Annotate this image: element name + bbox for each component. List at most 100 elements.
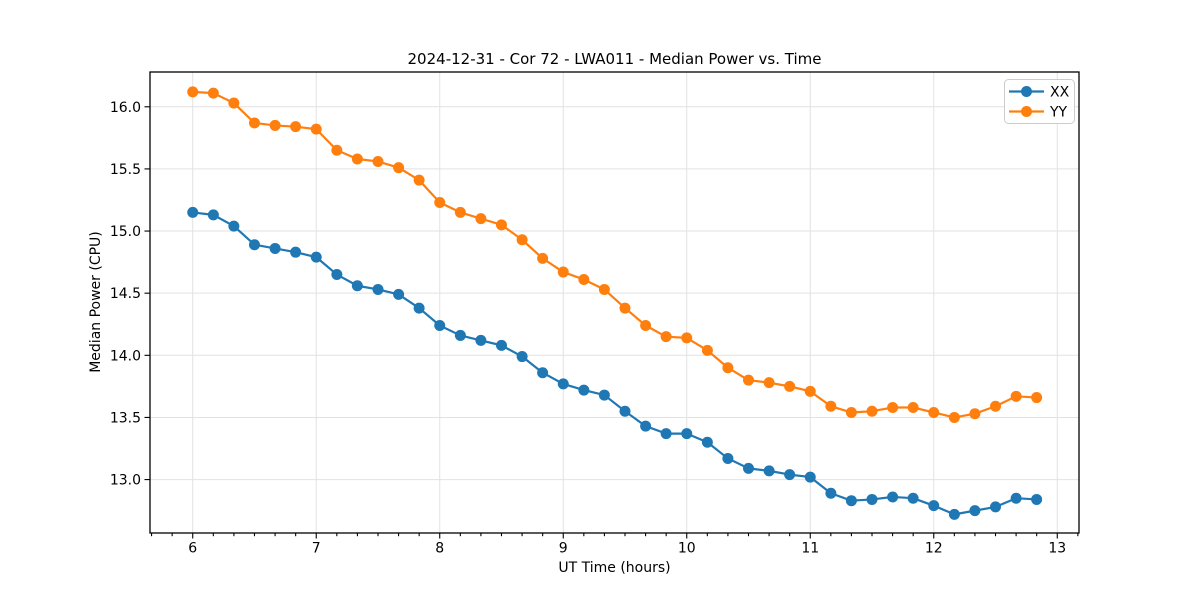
data-point-YY [804,385,816,397]
chart-title: 2024-12-31 - Cor 72 - LWA011 - Median Po… [407,50,822,68]
data-point-YY [495,219,507,231]
legend-item-XX: XX [1009,85,1070,101]
data-point-YY [475,213,487,225]
data-point-XX [393,288,405,300]
data-point-XX [434,319,446,331]
data-point-YY [578,274,590,286]
data-point-XX [248,239,260,251]
data-point-XX [187,206,199,218]
data-point-YY [722,362,734,374]
data-point-YY [1031,392,1043,404]
data-point-YY [928,406,940,418]
legend-marker [1021,86,1032,97]
data-point-YY [660,331,672,343]
x-tick-label: 8 [435,541,444,557]
x-tick-label: 11 [801,541,819,557]
y-axis-label: Median Power (CPU) [88,231,104,373]
data-point-YY [557,266,569,278]
data-point-YY [537,252,549,264]
data-point-XX [990,501,1002,513]
x-tick-label: 13 [1048,541,1066,557]
data-point-YY [845,406,857,418]
y-tick-label: 13.0 [110,473,141,489]
data-point-XX [784,469,796,481]
data-point-YY [207,87,219,99]
y-tick-label: 15.0 [110,224,141,240]
legend-marker [1021,106,1032,117]
data-point-YY [763,377,775,389]
plot-border [149,71,1080,534]
data-point-XX [845,495,857,507]
data-point-XX [372,283,384,295]
y-tick-label: 13.5 [110,410,141,426]
data-point-XX [1031,493,1043,505]
data-point-XX [475,334,487,346]
data-point-XX [804,471,816,483]
data-point-XX [557,378,569,390]
data-point-YY [372,155,384,167]
data-point-YY [269,119,281,131]
data-point-YY [331,144,343,156]
data-point-XX [495,339,507,351]
data-point-XX [722,452,734,464]
data-point-YY [887,402,899,413]
x-tick-label: 9 [559,541,568,557]
data-point-YY [907,402,919,413]
data-point-YY [351,153,363,165]
grid [150,72,1079,533]
y-tick-label: 14.5 [110,286,141,302]
data-point-XX [660,428,672,440]
data-point-XX [743,462,754,474]
y-tick-label: 14.0 [110,348,141,364]
data-point-XX [825,487,837,499]
data-point-XX [598,389,610,401]
data-point-XX [1010,492,1022,504]
data-point-XX [619,405,631,417]
data-point-XX [331,269,343,281]
data-point-YY [969,408,981,420]
data-point-YY [948,411,960,423]
x-tick-label: 12 [925,541,943,557]
data-point-XX [290,246,302,258]
data-point-XX [866,493,878,505]
data-point-YY [598,283,610,295]
data-point-XX [310,251,322,263]
data-point-YY [413,174,425,186]
data-point-YY [990,400,1002,412]
y-tick-label: 16.0 [110,100,141,116]
data-point-XX [207,209,219,221]
data-point-XX [351,280,363,292]
data-point-YY [228,97,240,109]
data-point-YY [454,206,466,218]
legend-label: XX [1050,85,1070,101]
data-point-XX [516,351,528,363]
y-tick-label: 15.5 [110,162,141,178]
data-point-XX [269,242,281,254]
data-point-XX [537,367,549,379]
data-point-XX [640,420,652,432]
data-point-YY [784,380,796,392]
data-point-XX [413,302,425,314]
data-point-XX [228,220,240,232]
x-tick-label: 10 [678,541,696,557]
data-point-YY [1010,390,1022,402]
x-tick-label: 7 [312,541,321,557]
data-point-YY [701,344,713,356]
data-point-XX [578,384,590,396]
data-point-YY [866,405,878,417]
data-point-YY [290,121,302,133]
data-point-YY [516,234,528,246]
tick-labels: 6 7 8 9 10 11 12 13 13.0 13.5 14.0 14.5 15.0 15.5 16.0 [110,100,1066,557]
data-point-YY [825,400,837,412]
data-point-YY [434,196,446,208]
data-point-XX [701,436,713,448]
data-point-XX [969,505,981,517]
data-point-YY [619,302,631,314]
data-point-YY [393,162,405,174]
data-point-XX [681,428,693,440]
data-point-XX [454,329,466,341]
legend-label: YY [1049,105,1068,121]
data-point-XX [928,500,940,512]
